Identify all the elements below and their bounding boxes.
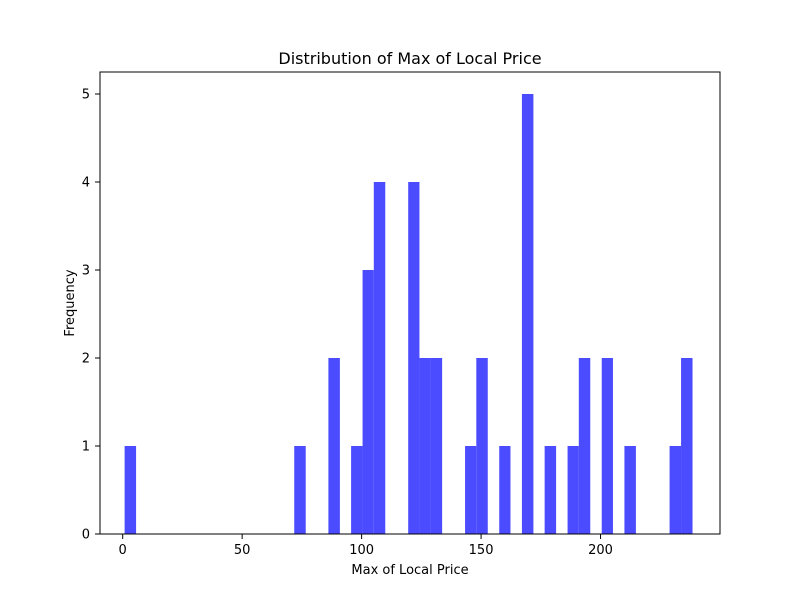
histogram-bar-2 <box>328 358 340 534</box>
histogram-bar-9 <box>465 446 477 534</box>
histogram-bar-15 <box>578 358 591 534</box>
histogram-bar-0 <box>124 446 137 534</box>
chart-title: Distribution of Max of Local Price <box>278 49 541 68</box>
histogram-bar-10 <box>476 358 488 534</box>
y-tick-label-2: 2 <box>82 352 90 367</box>
histogram-bar-1 <box>294 446 306 534</box>
y-axis-ticks: 0 1 2 3 4 5 <box>82 88 100 543</box>
plot-frame <box>99 71 721 535</box>
y-tick-label-4: 4 <box>82 176 90 191</box>
histogram-bar-5 <box>373 182 386 534</box>
x-axis-label: Max of Local Price <box>351 563 468 578</box>
y-tick-label-1: 1 <box>82 440 90 455</box>
histogram-bar-11 <box>499 446 511 534</box>
y-tick-label-5: 5 <box>82 88 90 103</box>
histogram-bar-16 <box>601 358 613 534</box>
x-axis-ticks: 0 50 100 150 200 <box>119 534 613 558</box>
y-tick-label-0: 0 <box>82 528 90 543</box>
histogram-bar-12 <box>521 94 534 534</box>
histogram-bar-19 <box>681 358 693 534</box>
y-axis-label: Frequency <box>63 269 78 336</box>
histogram-bar-8 <box>430 358 443 534</box>
bars-group <box>124 94 693 534</box>
histogram-bar-7 <box>419 358 431 534</box>
y-tick-label-3: 3 <box>82 264 90 279</box>
x-tick-label-4: 200 <box>588 543 613 558</box>
histogram-bar-6 <box>408 182 420 534</box>
x-tick-label-0: 0 <box>119 543 127 558</box>
histogram-bar-14 <box>567 446 579 534</box>
histogram-bar-17 <box>624 446 636 534</box>
x-tick-label-2: 100 <box>349 543 374 558</box>
x-tick-label-3: 150 <box>469 543 494 558</box>
histogram-bar-4 <box>362 270 374 534</box>
histogram-bar-18 <box>669 446 682 534</box>
histogram-bar-13 <box>544 446 557 534</box>
x-tick-label-1: 50 <box>234 543 251 558</box>
histogram-bar-3 <box>351 446 363 534</box>
